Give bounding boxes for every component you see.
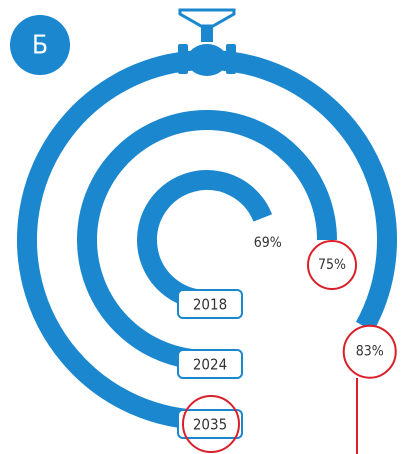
category-label: 2024: [193, 356, 227, 374]
plot: 69% 2018 75% 2024 83% 2035: [17, 50, 397, 453]
year-box: [177, 349, 243, 379]
highlight-circle: [182, 395, 240, 453]
value-label: 69%: [254, 235, 282, 251]
value-label: 83%: [356, 344, 384, 360]
highlight-circle: [307, 240, 357, 290]
arc: [17, 50, 397, 430]
category-label: 2018: [193, 296, 227, 314]
badge-letter: Б: [32, 31, 48, 61]
year-box: [177, 289, 243, 319]
arc: [137, 170, 273, 310]
arc: [77, 110, 337, 370]
category-label: 2035: [193, 416, 227, 434]
highlight-circle: [342, 324, 397, 379]
value-label: 75%: [318, 257, 346, 273]
badge: [10, 15, 70, 75]
year-box: [177, 409, 243, 439]
